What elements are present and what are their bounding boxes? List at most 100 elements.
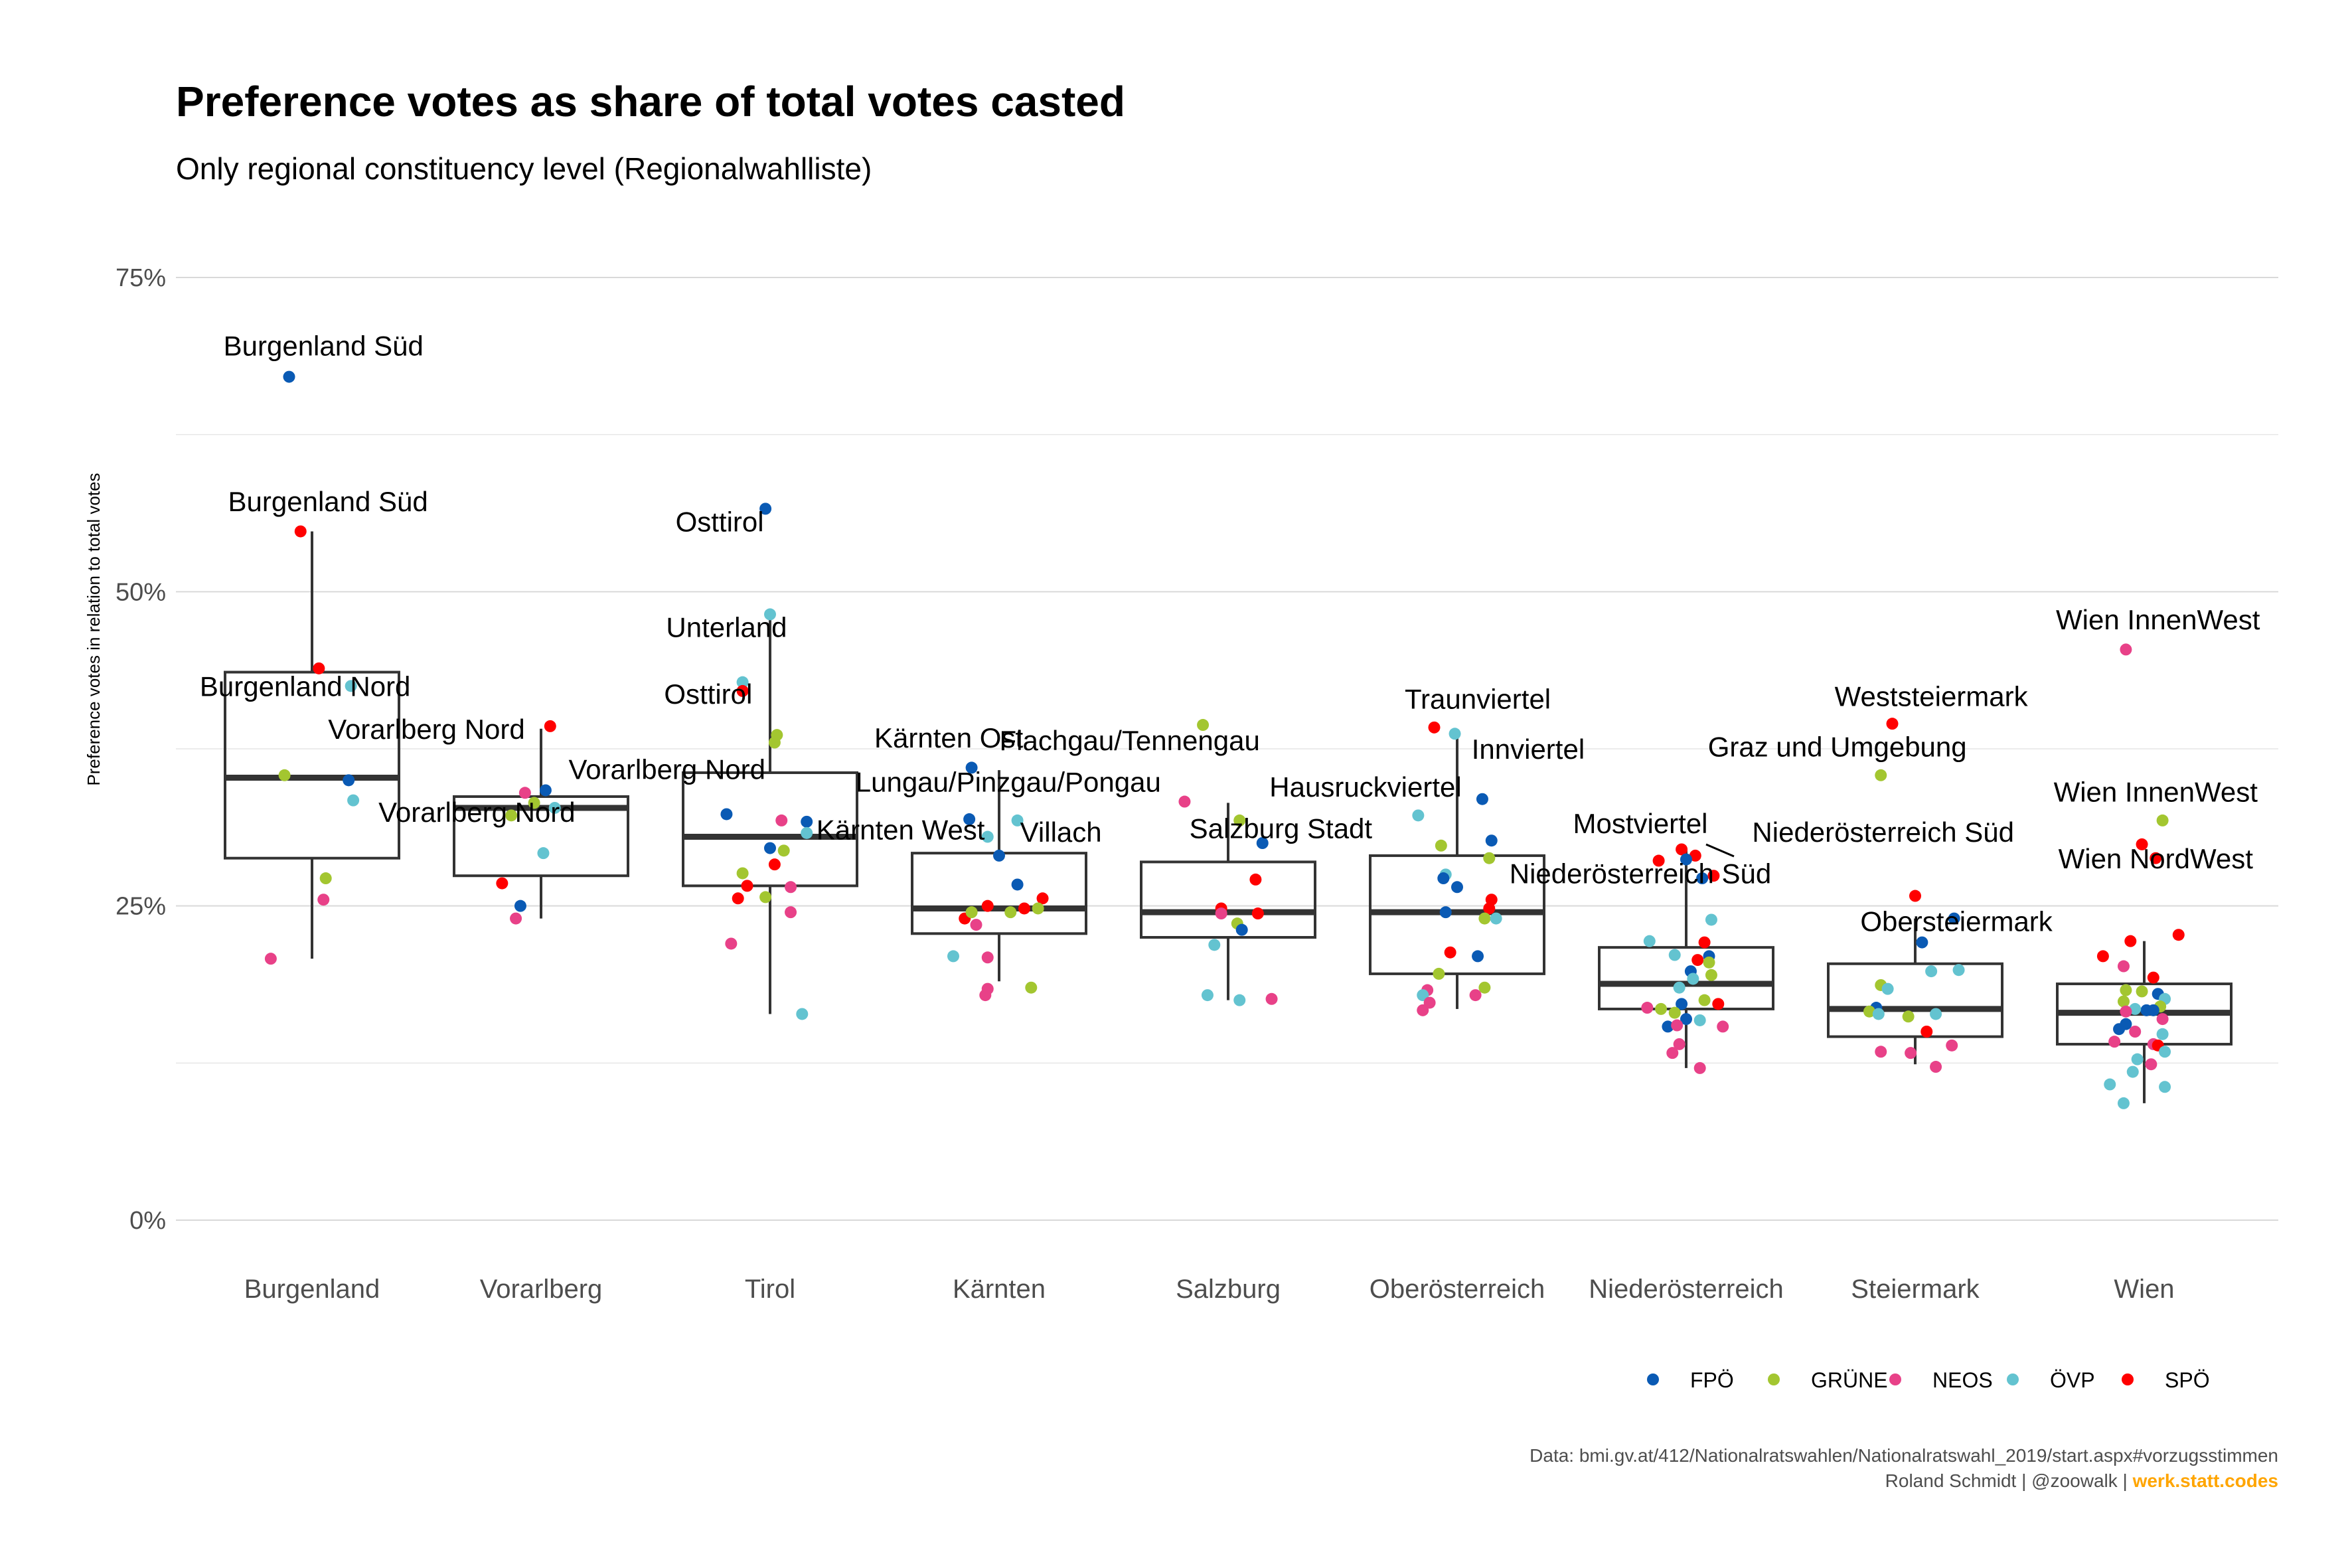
- boxplot: [2056, 941, 2233, 1103]
- data-point: [1881, 982, 1894, 995]
- data-point: [1952, 964, 1965, 977]
- point-annotation: Burgenland Süd: [224, 330, 424, 361]
- data-point: [1705, 969, 1717, 981]
- data-point: [1671, 1019, 1684, 1032]
- data-point: [970, 919, 982, 931]
- data-point: [1712, 998, 1725, 1010]
- point-annotation: Salzburg Stadt: [1190, 813, 1373, 844]
- y-tick-label: 50%: [116, 578, 166, 606]
- data-point: [993, 849, 1005, 862]
- data-point: [1472, 950, 1484, 963]
- data-point: [2156, 1028, 2169, 1040]
- data-point: [1680, 1013, 1692, 1026]
- data-point: [1698, 936, 1711, 949]
- data-point: [736, 676, 749, 688]
- point-annotation: Wien InnenWest: [2054, 777, 2258, 808]
- data-point: [496, 877, 509, 890]
- data-point: [514, 900, 526, 912]
- boxplot: [1598, 849, 1774, 1068]
- boxplot: [1369, 730, 1545, 1009]
- data-point: [1004, 906, 1017, 919]
- data-point: [1417, 989, 1429, 1002]
- caption-brand: werk.statt.codes: [2132, 1470, 2278, 1491]
- data-point: [1909, 890, 1921, 902]
- point-annotation: Wien NordWest: [2059, 843, 2254, 874]
- data-point: [2159, 1081, 2171, 1093]
- boxplot: [453, 728, 629, 919]
- point-annotation: Flachgau/Tennengau: [999, 725, 1259, 756]
- data-point: [981, 900, 994, 912]
- data-point: [1696, 872, 1709, 885]
- data-point: [313, 662, 325, 674]
- data-point: [1435, 839, 1447, 852]
- caption-data-source: Data: bmi.gv.at/412/Nationalratswahlen/N…: [1529, 1445, 2278, 1466]
- data-point: [1018, 902, 1030, 915]
- data-point: [283, 370, 295, 383]
- data-point: [1872, 1008, 1885, 1020]
- data-point: [759, 891, 772, 903]
- point-annotation: Unterland: [666, 611, 787, 643]
- y-axis-label: Preference votes in relation to total vo…: [84, 473, 104, 785]
- data-point: [510, 912, 522, 925]
- data-point: [736, 867, 749, 880]
- data-point: [539, 784, 552, 797]
- point-annotation: Mostviertel: [1573, 808, 1707, 839]
- chart-title: Preference votes as share of total votes…: [176, 78, 1125, 125]
- data-point: [768, 736, 781, 749]
- point-annotation: Wien InnenWest: [2056, 604, 2260, 635]
- data-point: [2117, 1097, 2130, 1109]
- data-point: [1451, 881, 1463, 894]
- legend: FPÖ GRÜNE NEOS ÖVP SPÖ: [1647, 1368, 2210, 1392]
- data-point: [264, 953, 277, 965]
- box-iqr: [1827, 962, 2003, 1038]
- x-tick-label: Salzburg: [1176, 1275, 1281, 1304]
- x-tick-label: Steiermark: [1851, 1275, 1980, 1304]
- data-point: [278, 769, 291, 781]
- box-iqr: [453, 795, 629, 878]
- data-point: [1036, 892, 1049, 905]
- legend-label: ÖVP: [2050, 1368, 2095, 1392]
- point-annotation: Vorarlberg Nord: [328, 714, 524, 745]
- data-point: [963, 813, 976, 826]
- data-point: [775, 814, 788, 826]
- data-point: [1490, 912, 1502, 925]
- data-point: [2150, 852, 2162, 864]
- data-point: [2131, 1053, 2144, 1065]
- data-point: [759, 503, 772, 515]
- data-point: [537, 847, 550, 860]
- data-point: [548, 801, 561, 814]
- data-point: [1197, 719, 1210, 732]
- data-point: [1666, 1047, 1679, 1059]
- data-point: [1437, 872, 1450, 885]
- legend-swatch: [1889, 1373, 1901, 1385]
- data-point: [1687, 973, 1699, 985]
- data-point: [1676, 843, 1688, 856]
- chart-subtitle: Only regional constituency level (Region…: [176, 151, 872, 186]
- legend-swatch: [2007, 1373, 2019, 1385]
- x-tick-label: Burgenland: [244, 1275, 380, 1304]
- data-point: [1444, 946, 1456, 959]
- data-point: [1251, 907, 1264, 920]
- data-point: [505, 809, 518, 822]
- data-point: [2126, 1065, 2139, 1078]
- data-point: [1025, 981, 1038, 994]
- data-point: [1676, 998, 1688, 1010]
- data-point: [1256, 837, 1269, 849]
- data-point: [544, 720, 556, 732]
- y-tick-label: 75%: [116, 264, 166, 292]
- box-iqr: [1140, 860, 1316, 939]
- point-annotation: Obersteiermark: [1860, 906, 2053, 937]
- data-point: [2120, 1005, 2132, 1018]
- data-point: [1705, 913, 1717, 926]
- data-point: [1032, 902, 1044, 915]
- data-point: [2172, 929, 2185, 941]
- point-annotation: Burgenland Süd: [228, 486, 428, 517]
- data-point: [1886, 718, 1899, 730]
- legend-swatch: [1768, 1373, 1780, 1385]
- data-point: [1668, 949, 1681, 961]
- data-point: [1476, 793, 1488, 805]
- point-annotation: Burgenland Nord: [200, 670, 411, 702]
- data-point: [1233, 994, 1246, 1006]
- data-point: [1249, 873, 1262, 886]
